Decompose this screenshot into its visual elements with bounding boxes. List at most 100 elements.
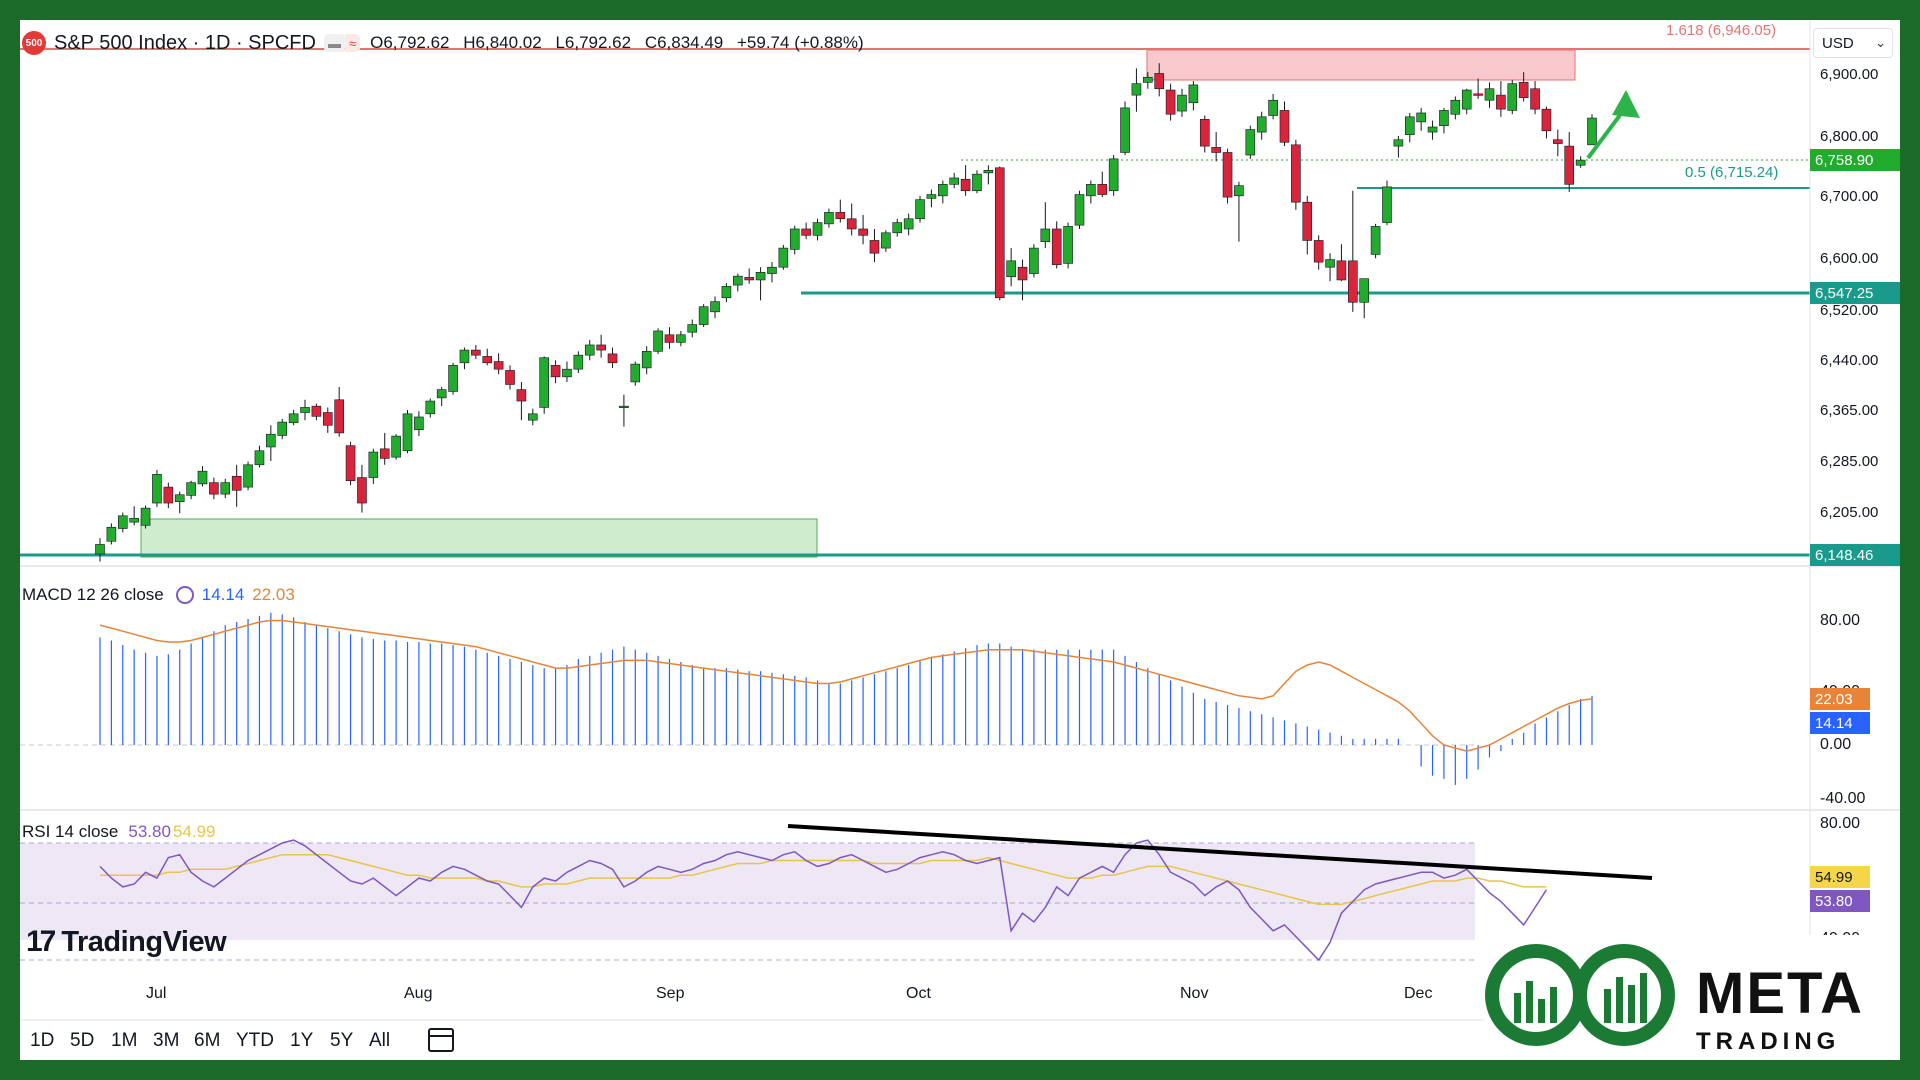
- symbol-badge[interactable]: 500: [22, 31, 46, 55]
- timeframe-1d-button[interactable]: 1D: [30, 1030, 55, 1051]
- candle-body: [1348, 260, 1358, 303]
- candle-body: [1575, 159, 1586, 166]
- rsi-ma-value: 54.99: [172, 822, 216, 841]
- candle-body: [311, 405, 322, 417]
- candle-body: [710, 301, 720, 313]
- candle-body: [607, 353, 618, 364]
- rsi-ma-line: [100, 853, 1547, 906]
- candle-body: [846, 218, 857, 230]
- candle-body: [345, 445, 356, 482]
- refresh-icon[interactable]: [175, 586, 194, 604]
- candle-body: [1382, 186, 1392, 223]
- candle-body: [493, 361, 504, 370]
- support-6148-badge: 6,148.46: [1810, 544, 1900, 566]
- timeframe-3m-button[interactable]: 3M: [153, 1030, 180, 1051]
- timeframe-all-button[interactable]: All: [369, 1030, 391, 1051]
- candle-body: [1279, 110, 1290, 143]
- timeframe-1y-button[interactable]: 1Y: [290, 1030, 314, 1051]
- candle-body: [163, 486, 174, 504]
- candle-body: [277, 421, 288, 436]
- ohlc-low: L6,792.62: [555, 33, 632, 52]
- timeframe-5y-button[interactable]: 5Y: [330, 1030, 354, 1051]
- candle-body: [812, 222, 823, 236]
- ohlc-open: O6,792.62: [370, 33, 450, 52]
- macd-legend[interactable]: MACD 12 26 close 14.14 22.03: [22, 585, 295, 605]
- timeframe-5d-button[interactable]: 5D: [70, 1030, 95, 1051]
- bullish-arrow: [1586, 90, 1640, 160]
- price-tick: 6,205.00: [1820, 504, 1879, 521]
- meta-wordmark: META: [1696, 961, 1865, 1026]
- candle-body: [858, 228, 868, 236]
- tradingview-mark-icon: 17: [26, 925, 56, 958]
- candle-body: [881, 232, 891, 249]
- candle-body: [721, 286, 732, 299]
- meta-logo: [1484, 935, 1900, 1060]
- currency-select[interactable]: USD ⌄: [1813, 28, 1893, 58]
- candle-body: [516, 389, 527, 402]
- ohlc-high: H6,840.02: [463, 33, 542, 52]
- candle-body: [1120, 107, 1130, 153]
- collapse-pill[interactable]: ▬: [323, 34, 345, 52]
- tradingview-wordmark: TradingView: [61, 925, 227, 958]
- price-tick: 6,800.00: [1820, 128, 1879, 145]
- candle-body: [174, 494, 185, 503]
- tradingview-logo: 17 TradingView: [26, 925, 227, 959]
- price-tick: 6,440.00: [1820, 352, 1879, 369]
- candle-body: [733, 275, 743, 286]
- rsi-divergence-trendline[interactable]: [787, 824, 1653, 880]
- candle-body: [1587, 117, 1597, 146]
- compare-pill[interactable]: ≈: [344, 34, 361, 52]
- candle-body: [266, 433, 276, 448]
- rsi-value: 53.80: [128, 822, 171, 841]
- timeframe-ytd-button[interactable]: YTD: [236, 1030, 274, 1051]
- candle-body: [95, 544, 105, 555]
- candle-body: [789, 228, 800, 250]
- candle-body: [254, 450, 265, 466]
- fib-1618-label: 1.618 (6,946.05): [1666, 22, 1777, 39]
- candle-body: [402, 413, 413, 452]
- candle-body: [869, 240, 880, 254]
- candle-body: [664, 334, 675, 343]
- candle-body: [1188, 84, 1199, 104]
- signal-value: 22.03: [252, 585, 295, 604]
- meta-subtitle: TRADING CLUB: [1696, 1028, 1841, 1060]
- candle-body: [1006, 260, 1016, 278]
- candle-body: [562, 368, 572, 378]
- candle-body: [1313, 240, 1324, 263]
- date-range-calendar-icon[interactable]: [428, 1028, 454, 1052]
- timeframe-6m-button[interactable]: 6M: [194, 1030, 221, 1051]
- candle-body: [1518, 82, 1529, 98]
- candle-body: [641, 351, 652, 369]
- timeframe-1m-button[interactable]: 1M: [111, 1030, 138, 1051]
- price-tick: 6,365.00: [1820, 402, 1879, 419]
- candle-body: [1222, 152, 1233, 198]
- candle-body: [1336, 260, 1347, 281]
- symbol-title[interactable]: S&P 500 Index · 1D · SPCFD: [54, 31, 316, 54]
- candle-body: [152, 474, 162, 504]
- candle-body: [778, 247, 789, 268]
- candle-body: [915, 199, 925, 220]
- candle-body: [755, 272, 766, 281]
- candle-body: [300, 407, 310, 413]
- candle-body: [1143, 76, 1153, 83]
- chart-header: 500 S&P 500 Index · 1D · SPCFD ▬ ≈ O6,79…: [20, 30, 873, 56]
- ohlc-close: C6,834.49: [644, 33, 724, 52]
- candle-body: [379, 448, 390, 459]
- price-tick: 6,285.00: [1820, 453, 1879, 470]
- candle-body: [1325, 259, 1335, 268]
- macd-title: MACD 12 26 close: [22, 585, 164, 604]
- candle-body: [334, 399, 344, 434]
- rsi-legend[interactable]: RSI 14 close 53.80 54.99: [22, 822, 215, 842]
- rsi-ma-badge: 54.99: [1810, 866, 1870, 888]
- month-label: Aug: [404, 985, 433, 1002]
- candle-body: [1074, 194, 1085, 226]
- candle-body: [1507, 83, 1518, 111]
- candle-body: [471, 349, 481, 356]
- rsi-badge: 53.80: [1810, 890, 1870, 912]
- candle-body: [1439, 110, 1449, 127]
- candle-body: [1473, 93, 1483, 96]
- chart-canvas[interactable]: [20, 20, 1900, 1060]
- candle-body: [676, 334, 686, 343]
- candle-body: [1427, 126, 1438, 133]
- candle-body: [892, 222, 903, 234]
